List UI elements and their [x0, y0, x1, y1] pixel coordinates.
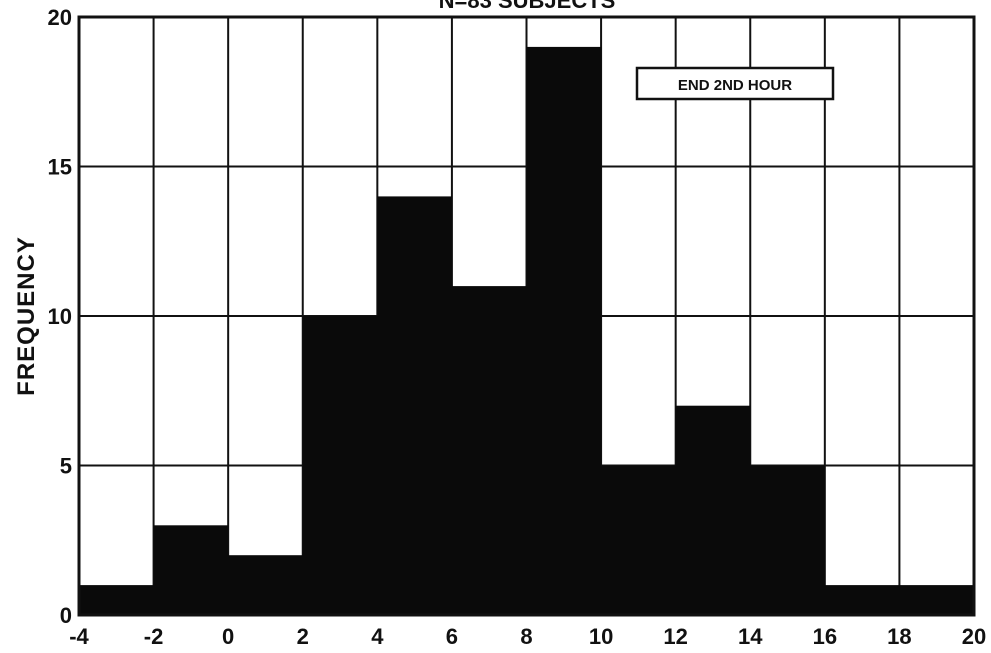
histogram-bar: [601, 465, 676, 615]
histogram-bar: [526, 46, 602, 615]
y-tick-label: 10: [48, 304, 72, 329]
x-tick-label: 8: [520, 624, 532, 649]
y-tick-labels: 0 5 10 15 20: [48, 5, 72, 628]
plot-frame: [77, 15, 976, 617]
x-tick-label: 18: [887, 624, 911, 649]
histogram-bar: [153, 525, 229, 615]
x-tick-label: 20: [962, 624, 986, 649]
annotation-box: END 2ND HOUR: [635, 66, 835, 101]
x-tick-label: 10: [589, 624, 613, 649]
x-tick-label: -2: [144, 624, 164, 649]
histogram-bar: [79, 585, 154, 615]
histogram-bar: [675, 405, 751, 615]
x-tick-label: 14: [738, 624, 763, 649]
x-tick-label: 6: [446, 624, 458, 649]
histogram-bar: [451, 286, 527, 615]
histogram-bar: [824, 585, 900, 615]
x-tick-label: 4: [371, 624, 384, 649]
histogram-bar: [302, 316, 378, 615]
bars-group: [79, 46, 974, 615]
histogram-bar: [899, 585, 974, 615]
x-tick-label: 2: [297, 624, 309, 649]
y-tick-label: 0: [60, 603, 72, 628]
y-tick-label: 5: [60, 454, 72, 479]
histogram-bar: [377, 196, 452, 615]
y-tick-label: 20: [48, 5, 72, 30]
histogram-bar: [228, 555, 303, 615]
annotation-text: END 2ND HOUR: [678, 77, 792, 94]
x-tick-label: 12: [663, 624, 687, 649]
x-tick-label: 16: [813, 624, 837, 649]
histogram-bar: [750, 465, 825, 615]
y-tick-label: 15: [48, 155, 72, 180]
x-tick-label: 0: [222, 624, 234, 649]
chart-title: N=83 SUBJECTS: [439, 0, 616, 13]
annotation-frame: [635, 66, 835, 101]
x-tick-labels: -4 -2 0 2 4 6 8 10 12 14 16 18 20: [69, 624, 986, 649]
x-tick-label: -4: [69, 624, 89, 649]
y-axis-label: FREQUENCY: [13, 236, 40, 396]
